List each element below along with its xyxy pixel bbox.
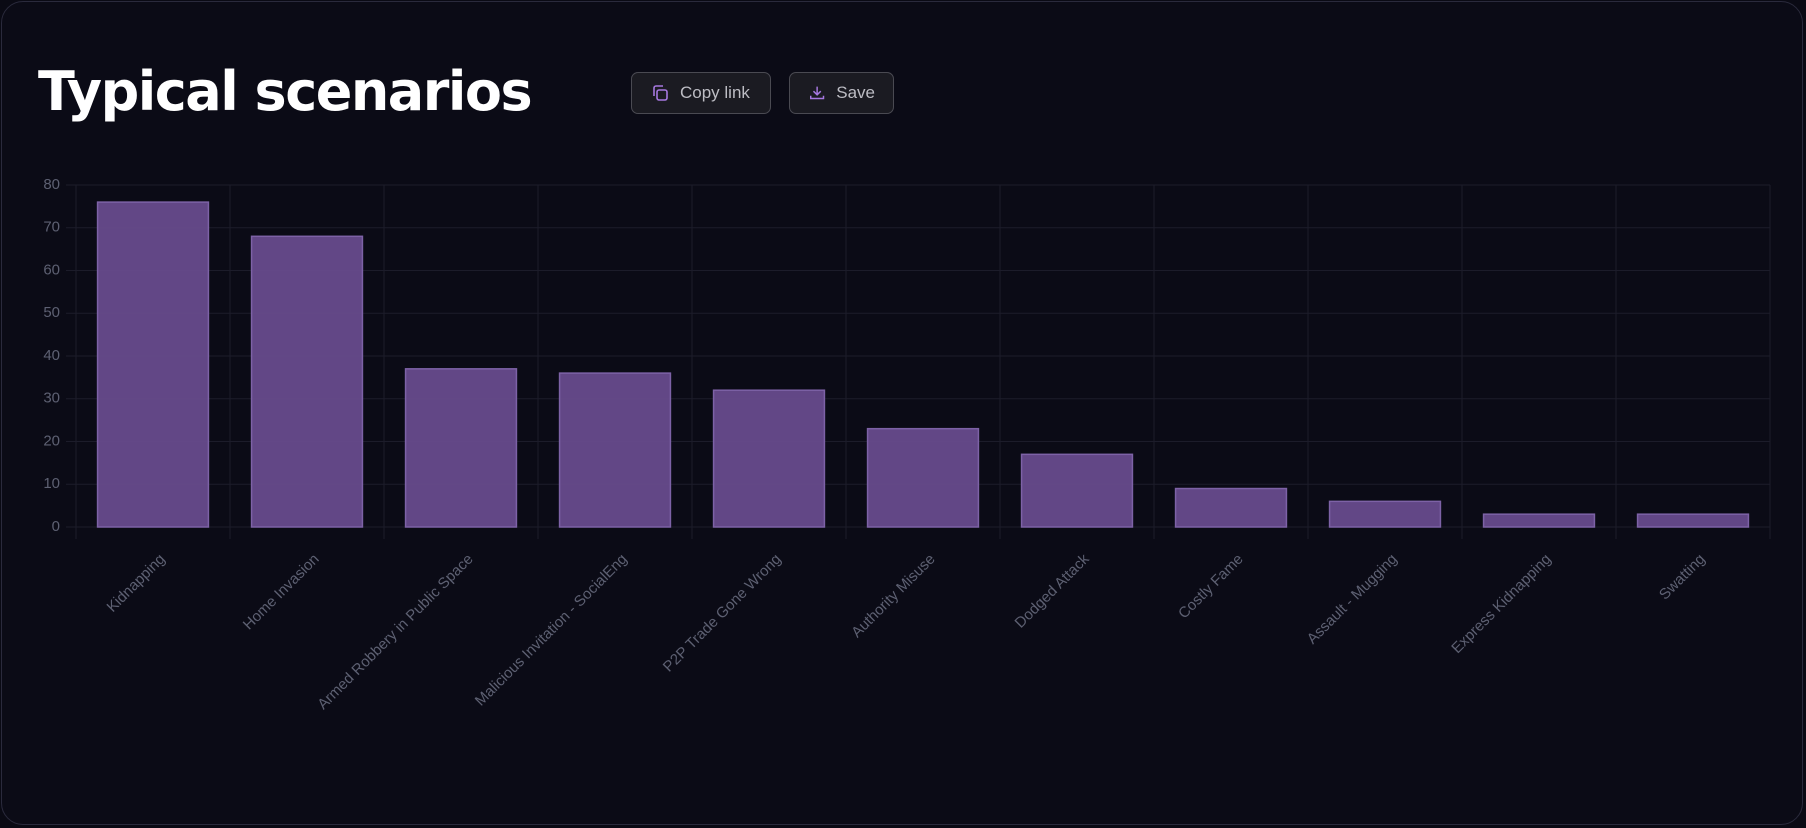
y-tick-label: 70 bbox=[43, 219, 60, 236]
x-tick-label: Authority Misuse bbox=[848, 551, 938, 641]
bar bbox=[866, 427, 980, 528]
copy-link-button[interactable]: Copy link bbox=[631, 72, 771, 114]
bar bbox=[96, 201, 210, 528]
x-tick-label: Express Kidnapping bbox=[1448, 551, 1554, 657]
y-tick-label: 80 bbox=[43, 176, 60, 193]
copy-icon bbox=[653, 85, 668, 101]
x-tick-label: Dodged Attack bbox=[1012, 550, 1093, 631]
download-icon bbox=[810, 86, 825, 100]
x-tick-label: Assault - Mugging bbox=[1304, 551, 1401, 648]
y-tick-label: 30 bbox=[43, 390, 60, 407]
bar bbox=[404, 368, 518, 528]
bar bbox=[1174, 487, 1288, 528]
bar bbox=[712, 389, 826, 528]
x-tick-label: Armed Robbery in Public Space bbox=[314, 551, 476, 713]
bar bbox=[1328, 500, 1442, 528]
x-tick-label: Kidnapping bbox=[104, 551, 169, 616]
bar bbox=[558, 372, 672, 528]
bar bbox=[1482, 513, 1596, 528]
bar bbox=[1636, 513, 1750, 528]
x-tick-label: Costly Fame bbox=[1175, 551, 1247, 623]
button-label: Save bbox=[836, 83, 875, 102]
x-tick-label: Swatting bbox=[1656, 551, 1709, 604]
x-tick-label: Malicious Invitation - SocialEng bbox=[472, 551, 631, 710]
y-tick-label: 0 bbox=[52, 518, 60, 535]
button-label: Copy link bbox=[680, 83, 750, 102]
y-tick-label: 50 bbox=[43, 304, 60, 321]
y-tick-label: 60 bbox=[43, 261, 60, 278]
y-tick-label: 20 bbox=[43, 432, 60, 449]
y-tick-label: 40 bbox=[43, 347, 60, 364]
y-tick-label: 10 bbox=[43, 475, 60, 492]
x-tick-label: Home Invasion bbox=[240, 551, 323, 634]
page-title: Typical scenarios bbox=[38, 60, 533, 123]
save-button[interactable]: Save bbox=[789, 72, 894, 114]
bar bbox=[250, 235, 364, 528]
x-tick-label: P2P Trade Gone Wrong bbox=[660, 551, 785, 676]
bar bbox=[1020, 453, 1134, 528]
